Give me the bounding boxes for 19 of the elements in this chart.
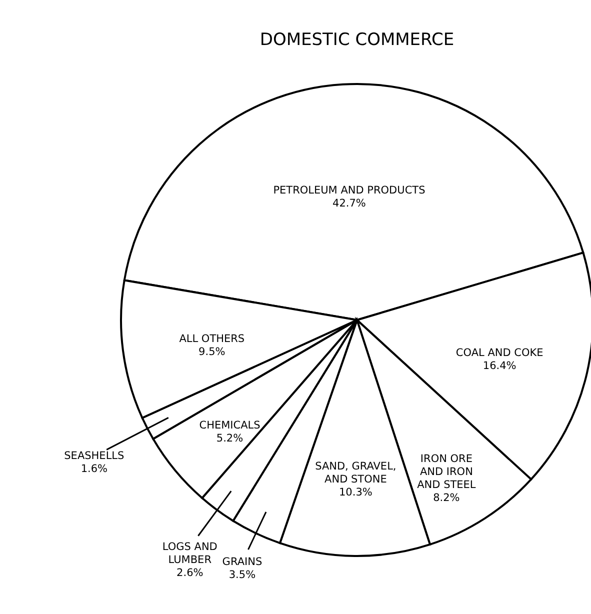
slice-label: CHEMICALS xyxy=(199,419,261,432)
data-label: 9.5% xyxy=(198,346,226,358)
data-label: 5.2% xyxy=(216,432,244,444)
data-label: 42.7% xyxy=(332,197,366,210)
slice-label: GRAINS xyxy=(222,556,262,568)
slice-label: SAND, GRAVEL, AND STONE xyxy=(315,460,396,486)
data-label: 2.6% xyxy=(176,567,204,580)
slice-label: COAL AND COKE xyxy=(456,346,544,359)
chart-title: DOMESTIC COMMERCE xyxy=(260,30,454,50)
slice-label: ALL OTHERS xyxy=(179,332,245,345)
slice-label: LOGS AND LUMBER xyxy=(162,541,218,566)
data-label: 3.5% xyxy=(228,569,256,582)
slice-label: SEASHELLS xyxy=(64,450,125,462)
data-label: 16.4% xyxy=(482,360,516,372)
data-label: 1.6% xyxy=(80,463,108,476)
data-label: 10.3% xyxy=(338,486,372,498)
slice-label: IRON ORE AND IRON AND STEEL xyxy=(417,452,476,491)
data-label: 8.2% xyxy=(433,492,460,504)
slice-label: PETROLEUM AND PRODUCTS xyxy=(273,184,426,196)
